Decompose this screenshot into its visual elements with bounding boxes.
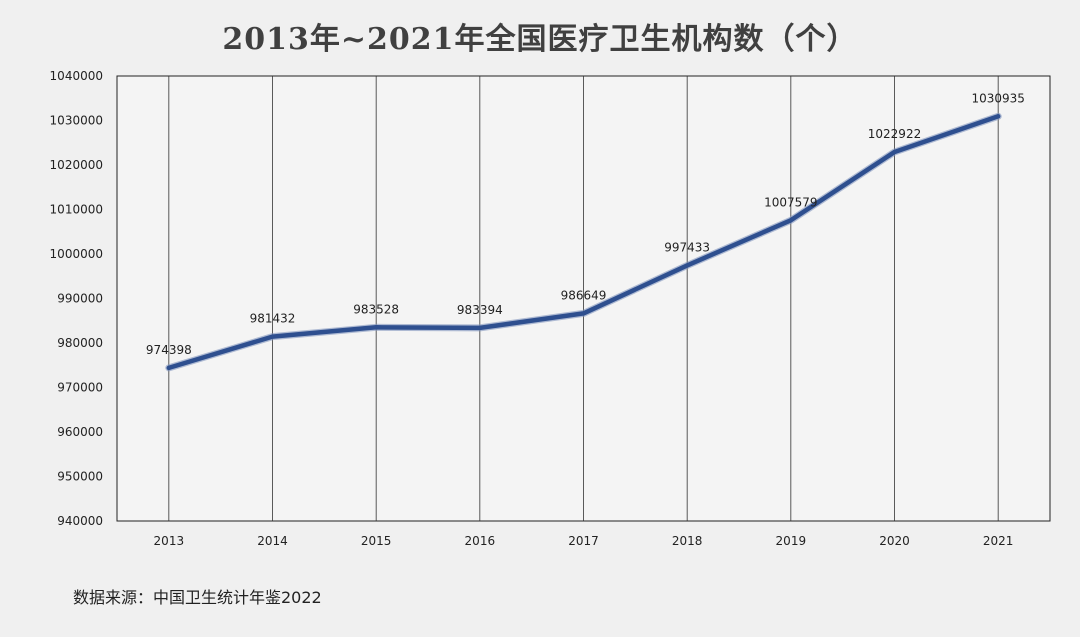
data-point (270, 334, 275, 339)
y-tick-label: 940000 (57, 514, 103, 528)
data-label: 997433 (664, 240, 710, 254)
data-label: 1022922 (868, 127, 921, 141)
y-tick-label: 970000 (57, 381, 103, 395)
data-label: 974398 (146, 343, 192, 357)
data-point (374, 325, 379, 330)
data-point (788, 218, 793, 223)
source-note: 数据来源：中国卫生统计年鉴2022 (73, 588, 322, 607)
y-tick-label: 980000 (57, 336, 103, 350)
data-point (685, 263, 690, 268)
data-label: 983528 (353, 302, 399, 316)
x-tick-label: 2019 (776, 534, 807, 548)
data-point (166, 365, 171, 370)
data-label: 1007579 (764, 195, 817, 209)
x-tick-label: 2021 (983, 534, 1014, 548)
data-point (996, 114, 1001, 119)
data-label: 983394 (457, 303, 503, 317)
chart-title: 2013年~2021年全国医疗卫生机构数（个） (222, 22, 858, 57)
x-tick-label: 2014 (257, 534, 288, 548)
y-tick-label: 1000000 (50, 247, 103, 261)
y-tick-label: 950000 (57, 470, 103, 484)
data-point (581, 311, 586, 316)
y-tick-label: 990000 (57, 292, 103, 306)
x-tick-label: 2016 (465, 534, 496, 548)
y-tick-label: 960000 (57, 425, 103, 439)
y-tick-label: 1010000 (50, 203, 103, 217)
y-tick-label: 1020000 (50, 158, 103, 172)
data-point (477, 325, 482, 330)
x-tick-label: 2017 (568, 534, 599, 548)
y-tick-label: 1040000 (50, 69, 103, 83)
x-tick-label: 2018 (672, 534, 703, 548)
data-point (892, 149, 897, 154)
x-tick-label: 2020 (879, 534, 910, 548)
x-tick-label: 2015 (361, 534, 392, 548)
data-label: 986649 (561, 288, 607, 302)
x-tick-label: 2013 (154, 534, 185, 548)
data-label: 981432 (250, 312, 296, 326)
data-label: 1030935 (971, 91, 1024, 105)
y-tick-label: 1030000 (50, 114, 103, 128)
